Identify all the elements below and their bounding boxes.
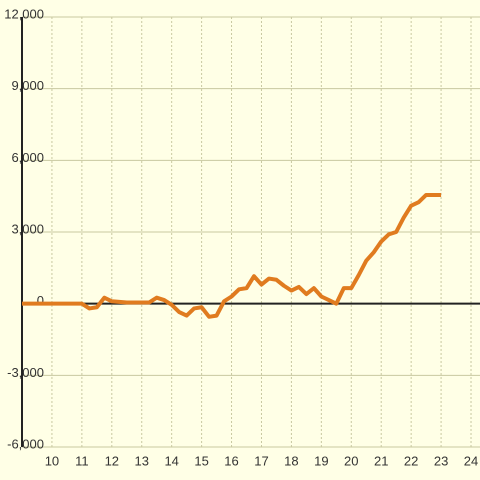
- y-tick-label: 6,000: [11, 150, 44, 165]
- y-tick-label: 3,000: [11, 221, 44, 236]
- x-tick-label: 20: [344, 453, 358, 468]
- x-tick-label: 13: [135, 453, 149, 468]
- x-tick-label: 19: [314, 453, 328, 468]
- x-tick-label: 23: [434, 453, 448, 468]
- x-tick-label: 21: [374, 453, 388, 468]
- x-tick-label: 17: [254, 453, 268, 468]
- y-tick-label: 9,000: [11, 78, 44, 93]
- x-tick-label: 15: [194, 453, 208, 468]
- y-tick-label: -6,000: [7, 436, 44, 451]
- x-tick-label: 24: [464, 453, 478, 468]
- x-tick-label: 10: [45, 453, 59, 468]
- line: [22, 192, 442, 319]
- x-tick-label: 14: [164, 453, 178, 468]
- x-tick-label: 18: [284, 453, 298, 468]
- x-tick-label: 11: [75, 453, 89, 468]
- y-tick-label: 12,000: [4, 6, 44, 21]
- y-tick-label: 0: [37, 293, 44, 308]
- x-tick-label: 16: [224, 453, 238, 468]
- y-tick-label: -3,000: [7, 365, 44, 380]
- x-tick-label: 22: [404, 453, 418, 468]
- x-tick-label: 12: [105, 453, 119, 468]
